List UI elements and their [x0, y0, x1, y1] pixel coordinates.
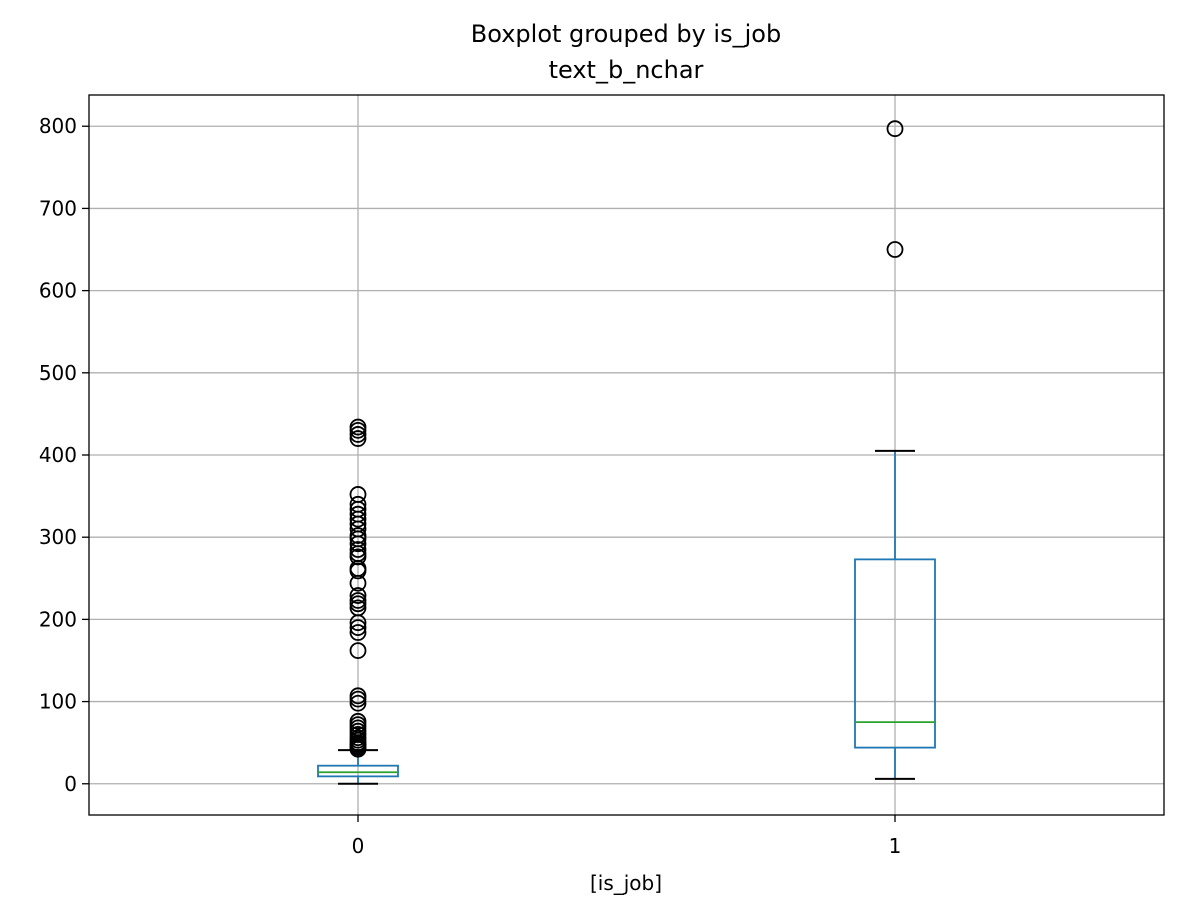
grid-lines — [89, 95, 1164, 815]
box-iqr — [854, 558, 936, 749]
outlier-point — [886, 120, 904, 138]
outlier-point — [349, 599, 367, 617]
outlier-point — [349, 426, 367, 443]
outlier-point — [349, 505, 367, 523]
outlier-point — [349, 495, 367, 513]
x-axis-label: [is_job] — [590, 871, 662, 895]
x-tick-label: 0 — [352, 834, 365, 858]
y-tick-label: 200 — [39, 607, 77, 631]
x-tick-label: 1 — [889, 834, 902, 858]
outlier-point — [349, 642, 367, 660]
outlier-point — [349, 694, 367, 712]
outlier-point — [349, 587, 367, 604]
outlier-point — [349, 712, 367, 730]
outlier-point — [349, 486, 367, 503]
outlier-point — [349, 527, 367, 544]
axis-ticks: 0 100 200 300 400 500 600 700 800 0 1 — [39, 114, 902, 858]
chart-title: Boxplot grouped by is_job — [471, 20, 781, 48]
box-marks — [317, 120, 936, 785]
outlier-point — [886, 241, 904, 258]
outlier-point — [349, 619, 367, 637]
box-iqr — [317, 764, 399, 778]
y-tick-label: 400 — [39, 443, 77, 467]
box-group-1 — [854, 120, 936, 780]
y-tick-label: 300 — [39, 525, 77, 549]
y-tick-label: 700 — [39, 196, 77, 220]
box-group-0 — [317, 418, 399, 785]
outlier-point — [349, 541, 367, 558]
y-tick-label: 600 — [39, 279, 77, 303]
y-tick-label: 500 — [39, 361, 77, 385]
chart-subtitle: text_b_nchar — [549, 56, 704, 84]
outlier-point — [349, 592, 367, 609]
outlier-point — [349, 430, 367, 447]
y-tick-label: 800 — [39, 114, 77, 138]
outlier-point — [349, 687, 367, 705]
outlier-point — [349, 624, 367, 641]
y-tick-label: 100 — [39, 690, 77, 714]
y-tick-label: 0 — [64, 772, 77, 796]
outlier-point — [349, 418, 367, 436]
